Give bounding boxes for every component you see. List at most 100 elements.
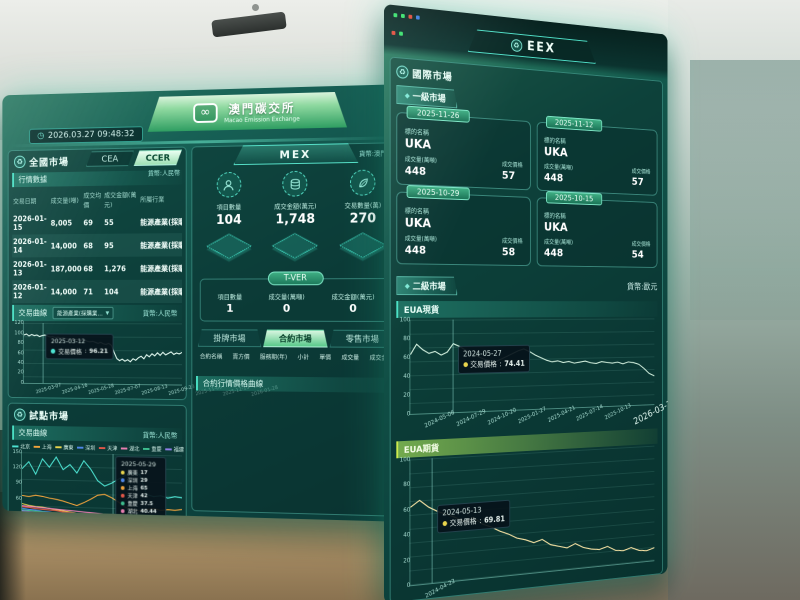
industry-dropdown[interactable]: 能源產業(採購業… ▼ <box>52 306 114 320</box>
leaf-icon <box>350 169 376 196</box>
international-market-title: 國際市場 <box>412 69 453 84</box>
legend-item[interactable]: 深圳 <box>77 444 95 452</box>
trade-card[interactable]: 2025-11-26 標的名稱 UKA 成交量(萬噸) 448 成交價格 57 <box>396 105 531 191</box>
brand-title: 澳門碳交所 <box>228 100 296 117</box>
eua-spot-bar: EUA現貨 <box>396 301 658 318</box>
recycle-icon: ♻ <box>13 408 26 421</box>
tver-stat: 項目數量 1 <box>217 293 243 315</box>
currency-label: 貨幣:人民幣 <box>142 309 178 318</box>
brand-banner: ∞ 澳門碳交所 Macao Emission Exchange <box>148 92 347 132</box>
chart-tooltip: 2025-05-29 廣東 17 深圳 29 上海 65 天津 42 重慶 37… <box>115 455 166 522</box>
status-led <box>399 31 403 36</box>
tab-ccer[interactable]: CCER <box>134 150 182 166</box>
legend-item[interactable]: 天津 <box>98 444 117 452</box>
x-axis: 2025-03-07 2025-04-16 2025-05-28 2025-07-07… <box>35 382 278 398</box>
table-row[interactable]: 2026-01-14 14,000 68 95 能源產業(採購業… <box>12 233 182 258</box>
contract-curve-title: 合約行情價格曲線 <box>202 378 264 389</box>
status-led <box>408 14 413 19</box>
recycle-icon: ♻ <box>13 155 26 169</box>
timestamp: 2026.03.27 09:48:32 <box>47 129 135 141</box>
series-dot <box>463 361 468 367</box>
diamond-icon: ◆ <box>404 91 410 100</box>
national-market-panel: ♻ 全國市場 CEA CCER 貨幣:人民幣 行情數據 交易日期 <box>7 146 278 401</box>
eex-title: EEX <box>527 38 556 56</box>
table-row[interactable]: 2026-01-12 14,000 71 104 能源產業(採購業… <box>12 279 182 303</box>
eua-spot-title: EUA現貨 <box>403 305 440 316</box>
trade-curve-title: 交易曲線 <box>18 308 48 318</box>
mex-logo-icon: ∞ <box>193 103 217 123</box>
legend-item[interactable]: 重慶 <box>143 445 162 453</box>
status-led <box>391 30 396 36</box>
legend-item[interactable]: 福建 <box>165 445 184 454</box>
primary-market-cards: 2025-11-26 標的名稱 UKA 成交量(萬噸) 448 成交價格 57 20… <box>396 105 658 268</box>
col-volume: 成交量(噸) <box>50 196 79 205</box>
legend-item[interactable]: 湖北 <box>120 445 139 453</box>
timestamp-chip: ◷ 2026.03.27 09:48:32 <box>29 126 143 145</box>
right-wall <box>668 0 800 600</box>
tab-listing-market[interactable]: 掛牌市場 <box>198 329 261 347</box>
currency-label: 貨幣:人民幣 <box>147 169 181 178</box>
trade-date-badge: 2025-10-15 <box>545 191 603 206</box>
table-row[interactable]: 2026-01-15 8,005 69 55 能源產業(採購業… <box>13 214 183 232</box>
pilot-curve-bar: 交易曲線 貨幣:人民幣 <box>12 425 183 443</box>
coins-icon <box>282 170 308 197</box>
hover-guide-line <box>431 458 433 584</box>
platform-graphic <box>206 233 252 259</box>
eua-spot-chart: 100 80 60 40 20 0 2024-05-27 交易價格: 74.41 <box>399 316 668 430</box>
pilot-curve-chart: 150 120 90 60 30 0 2025-05-29 廣東 17 深圳 2… <box>13 449 183 522</box>
trade-curve-bar: 交易曲線 能源產業(採購業… ▼ 貨幣:人民幣 <box>12 304 183 322</box>
chevron-down-icon: ▼ <box>105 310 110 316</box>
pilot-curve-title: 交易曲線 <box>18 428 48 438</box>
col-industry: 所屬行業 <box>140 195 165 204</box>
series-dot <box>442 521 447 527</box>
chart-tooltip: 2025-03-12 交易價格: 96.21 <box>45 333 114 361</box>
col-amount: 成交金額(萬元) <box>104 191 137 209</box>
hover-guide-line <box>452 319 454 413</box>
secondary-market-tab[interactable]: ◆ 二級市場 <box>396 276 457 295</box>
tver-panel: T-VER 項目數量 1 成交量(萬噸) 0 成交金額(萬元) <box>199 271 394 322</box>
col-price: 成交均價 <box>83 191 102 210</box>
trade-card[interactable]: 2025-11-12 標的名稱 UKA 成交量(萬噸) 448 成交價格 57 <box>536 115 658 196</box>
status-led <box>401 13 405 19</box>
col-date: 交易日期 <box>13 197 37 206</box>
tab-cea[interactable]: CEA <box>86 151 134 167</box>
series-dot <box>50 348 56 354</box>
status-led <box>415 15 420 20</box>
left-display-wall: ◷ 2026.03.27 09:48:32 ∞ 澳門碳交所 Macao Emis… <box>2 84 408 522</box>
quotes-table: 交易日期 成交量(噸) 成交均價 成交金額(萬元) 所屬行業 2026-01-1… <box>12 186 182 303</box>
currency-label: 貨幣:歐元 <box>626 283 658 293</box>
chart-tooltip: 2024-05-27 交易價格: 74.41 <box>457 344 530 374</box>
trade-card[interactable]: 2025-10-29 標的名稱 UKA 成交量(萬噸) 448 成交價格 58 <box>396 184 531 267</box>
tver-stat: 成交量(萬噸) 0 <box>268 293 305 315</box>
pilot-market-panel: ♻ 試點市場 交易曲線 貨幣:人民幣 北京 上海 廣東 深圳 天津 湖北 <box>7 402 187 522</box>
legend-item[interactable]: 上海 <box>33 443 52 451</box>
national-market-title: 全國市場 <box>29 157 69 169</box>
platform-graphic <box>272 233 319 259</box>
international-market-panel: ♻ 國際市場 ◆ 一級市場 2025-11-26 標的名稱 UKA <box>389 56 668 600</box>
trade-card[interactable]: 2025-10-15 標的名稱 UKA 成交量(萬噸) 448 成交價格 54 <box>536 191 658 268</box>
eua-futures-chart: 100 80 60 40 20 0 2024-05-13 交易價格: 69.81 <box>400 445 655 600</box>
trade-date-badge: 2025-10-29 <box>406 184 470 201</box>
platform-graphic <box>339 232 387 259</box>
right-display-wall: ♻ EEX ♻ 國際市場 ◆ 一級市場 2025-11-26 <box>384 4 668 600</box>
mex-panel-title: MEX <box>233 143 358 165</box>
eua-futures-title: EUA期貨 <box>403 444 440 456</box>
pilot-market-title: 試點市場 <box>29 411 69 423</box>
stat-projects: 項目數量 104 <box>198 171 259 273</box>
market-tabs: 掛牌市場 合約市場 零售市場 <box>198 329 395 348</box>
tver-stat: 成交金額(萬元) 0 <box>331 293 375 315</box>
quotes-section-title: 行情數據 <box>18 175 48 185</box>
primary-market-tab[interactable]: ◆ 一級市場 <box>396 85 457 108</box>
contract-curve-bar: 合約行情價格曲線 <box>196 375 398 393</box>
contract-table-headers: 合約名稱 賣方價 服務期(年) 小計 單價 成交量 成交金額 <box>199 353 394 362</box>
brand-subtitle: Macao Emission Exchange <box>224 115 300 125</box>
hover-guide-line <box>112 454 114 522</box>
recycle-icon: ♻ <box>511 38 522 51</box>
table-row[interactable]: 2026-01-13 187,000 68 1,276 能源產業(採購業… <box>13 260 183 278</box>
clock-icon: ◷ <box>37 131 45 142</box>
mex-panel: MEX 貨幣:澳門幣 項目數量 104 <box>191 142 403 517</box>
legend-item[interactable]: 廣東 <box>55 443 73 451</box>
currency-label: 貨幣:人民幣 <box>142 431 178 440</box>
tab-contract-market[interactable]: 合約市場 <box>263 330 327 348</box>
